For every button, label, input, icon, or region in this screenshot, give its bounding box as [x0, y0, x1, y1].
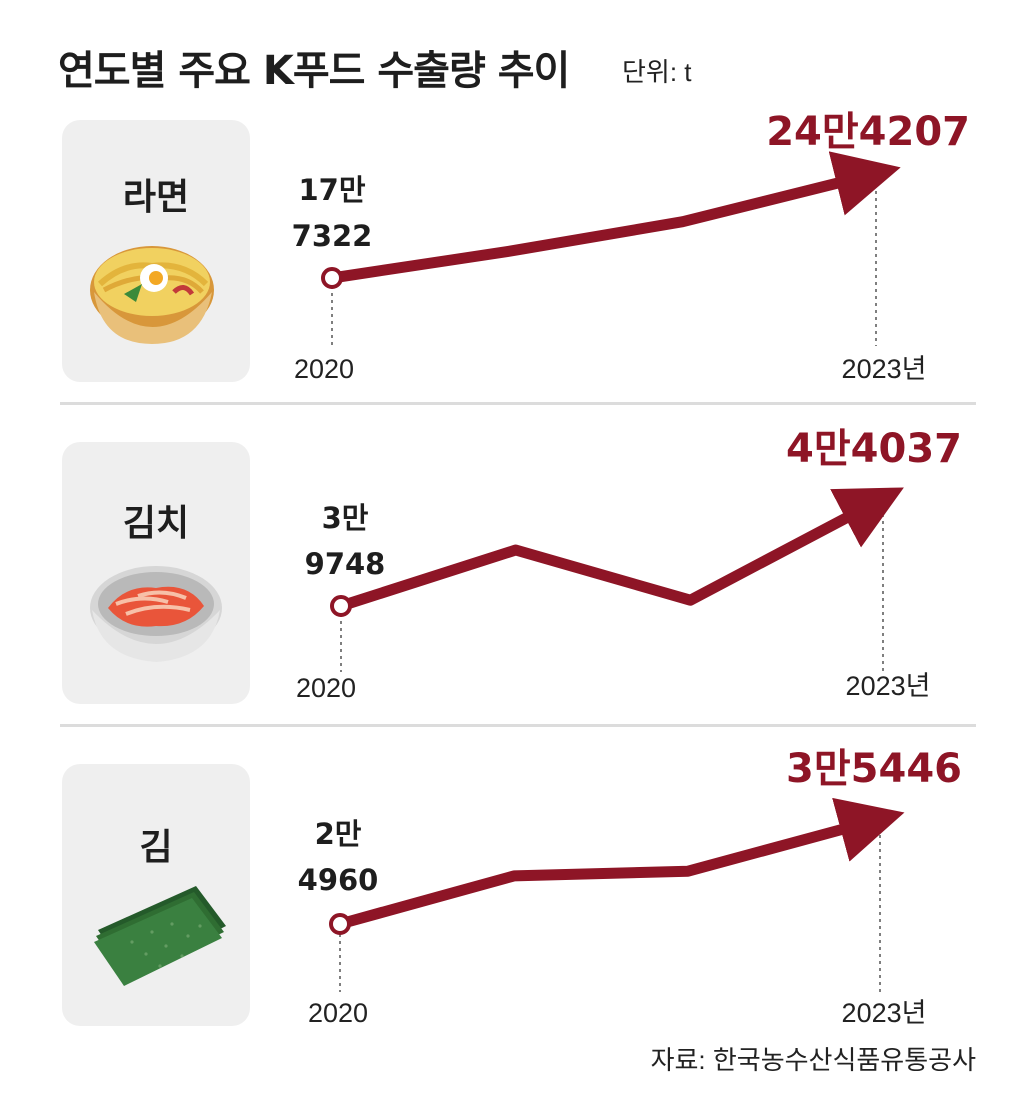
- x-tick-2023-kimchi: 2023년: [846, 671, 931, 701]
- seaweed-sheets-icon: [94, 886, 226, 986]
- chart-title: 연도별 주요 K푸드 수출량 추이: [58, 48, 570, 94]
- start-point-kimchi: [330, 595, 352, 617]
- food-name-ramen: 라면: [122, 177, 190, 218]
- unit-label: 단위: t: [622, 57, 692, 87]
- ramen-bowl-icon: [90, 246, 214, 344]
- series-line-kimchi: [339, 487, 904, 612]
- start-value-line2-kimchi: 9748: [305, 547, 386, 581]
- start-value-line2-ramen: 7322: [292, 219, 373, 253]
- start-point-ramen: [321, 267, 343, 289]
- chart-kimchi: 3만 9748 4만4037 2020 2023년: [296, 426, 962, 703]
- end-value-kimchi: 4만4037: [786, 426, 962, 472]
- start-value-line1-seaweed: 2만: [315, 817, 362, 851]
- start-value-line2-seaweed: 4960: [298, 863, 379, 897]
- x-tick-2023-seaweed: 2023년: [842, 998, 927, 1028]
- start-value-line1-ramen: 17만: [298, 173, 365, 207]
- end-value-seaweed: 3만5446: [786, 746, 962, 792]
- start-point-seaweed: [329, 913, 351, 935]
- x-tick-2023-ramen: 2023년: [842, 354, 927, 384]
- x-tick-2020-seaweed: 2020: [308, 998, 368, 1028]
- food-name-kimchi: 김치: [122, 503, 190, 544]
- divider-1: [60, 402, 976, 405]
- food-name-seaweed: 김: [139, 827, 173, 868]
- kimchi-bowl-icon: [90, 566, 222, 662]
- divider-2: [60, 724, 976, 727]
- seaweed-card: [62, 764, 250, 1026]
- chart-ramen: 17만 7322 24만4207 2020 2023년: [292, 109, 970, 384]
- series-line-ramen: [331, 151, 901, 284]
- x-tick-2020-kimchi: 2020: [296, 673, 356, 703]
- chart-seaweed: 2만 4960 3만5446 2020 2023년: [298, 746, 962, 1028]
- series-line-seaweed: [338, 797, 905, 930]
- x-tick-2020-ramen: 2020: [294, 354, 354, 384]
- start-value-line1-kimchi: 3만: [322, 501, 369, 535]
- end-value-ramen: 24만4207: [766, 109, 970, 155]
- source-note: 자료: 한국농수산식품유통공사: [650, 1045, 976, 1075]
